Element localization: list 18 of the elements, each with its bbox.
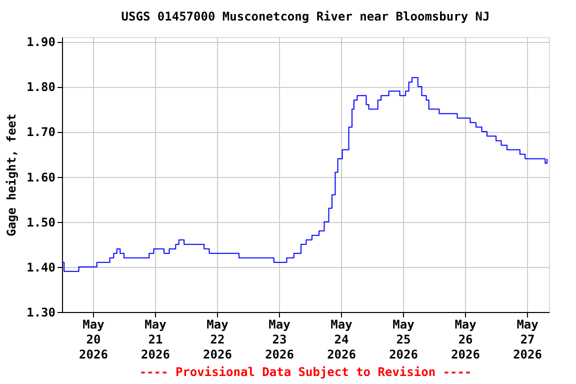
y-tick-label: 1.90 — [26, 35, 56, 50]
x-tick-label: May 23 2026 — [265, 318, 294, 362]
x-tick-label: May 24 2026 — [327, 318, 356, 362]
x-tick-label: May 27 2026 — [513, 318, 542, 362]
x-tick-label: May 25 2026 — [389, 318, 418, 362]
y-tick-label: 1.40 — [26, 260, 56, 274]
y-axis-title: Gage height, feet — [4, 114, 19, 236]
y-tick-label: 1.30 — [26, 306, 56, 320]
x-tick-label: May 20 2026 — [79, 318, 108, 362]
text: ---- Provisional Data Subject to Revision ---- — [139, 365, 472, 379]
y-tick-label: 1.50 — [26, 215, 56, 230]
x-tick-label: May 26 2026 — [451, 318, 480, 362]
y-tick-label: 1.70 — [26, 125, 56, 140]
chart-title: USGS 01457000 Musconetcong River near Bloomsbury NJ — [121, 10, 490, 24]
x-tick-label: May 21 2026 — [141, 318, 170, 362]
x-tick-label: May 22 2026 — [203, 318, 232, 362]
y-tick-label: 1.80 — [26, 80, 56, 94]
y-tick-label: 1.60 — [26, 170, 56, 184]
